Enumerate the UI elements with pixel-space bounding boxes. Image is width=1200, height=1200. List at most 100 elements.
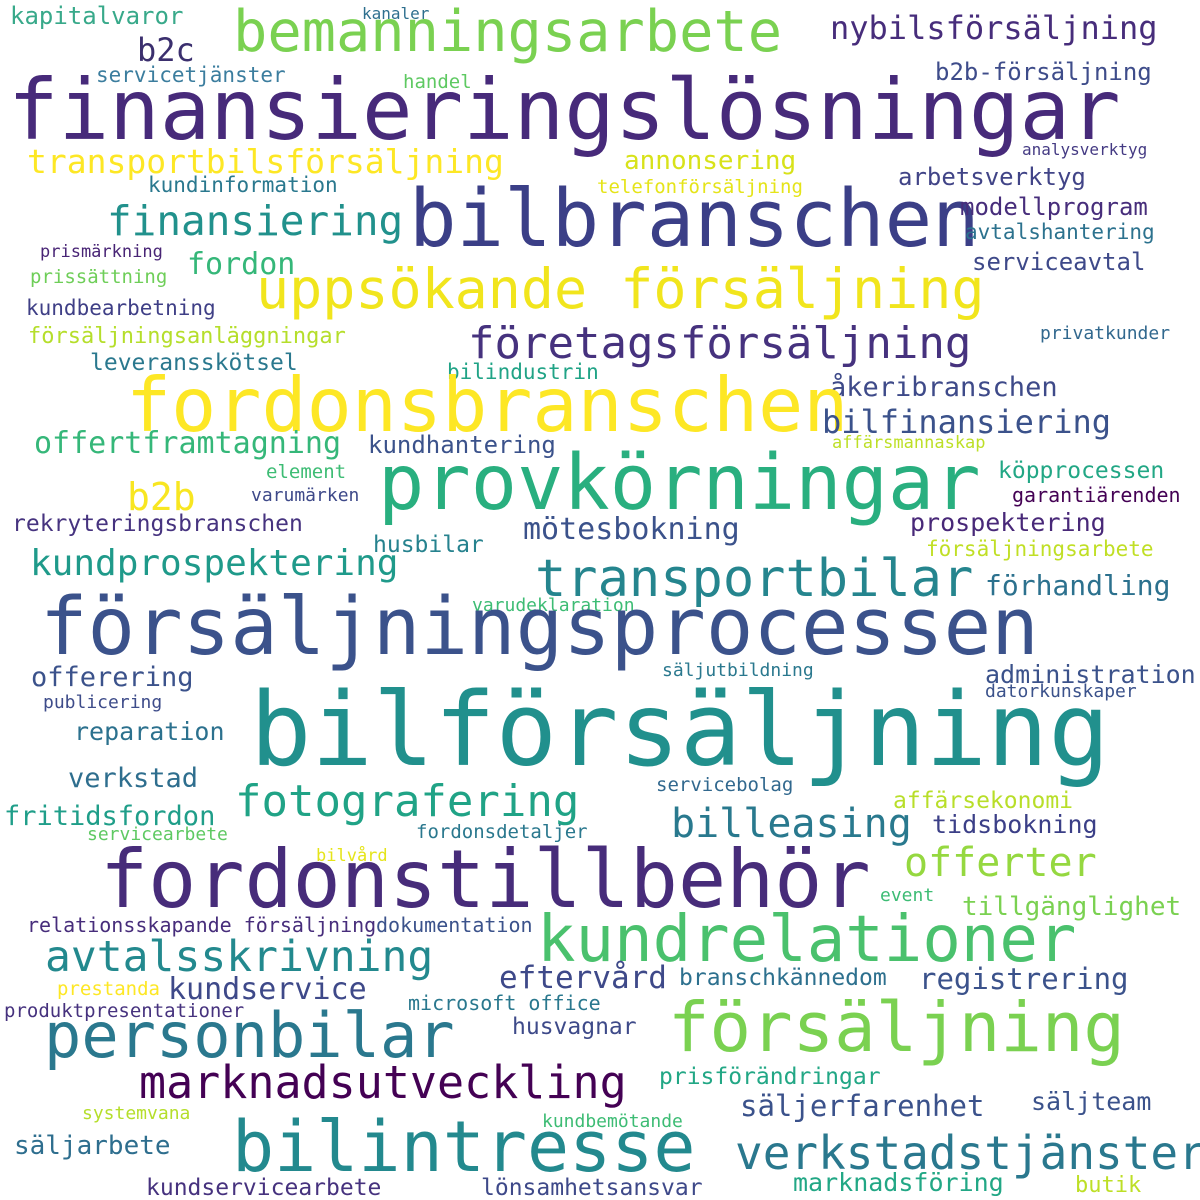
- word-offerering: offerering: [31, 662, 194, 693]
- word-forsaljningsanlaggningar: försäljningsanläggningar: [28, 324, 346, 349]
- word-publicering: publicering: [43, 692, 163, 713]
- word-butik: butik: [1075, 1173, 1142, 1198]
- word-servicearbete: servicearbete: [87, 824, 228, 845]
- word-fotografering: fotografering: [235, 776, 580, 827]
- word-fordonsbranschen: fordonsbranschen: [126, 361, 849, 449]
- word-forhandling: förhandling: [985, 569, 1171, 602]
- word-lonsamhetsansvar: lönsamhetsansvar: [481, 1175, 703, 1200]
- word-event: event: [880, 885, 935, 906]
- word-element: element: [266, 461, 347, 483]
- word-kundbearbetning: kundbearbetning: [26, 296, 216, 320]
- word-provkorningar: provkörningar: [378, 439, 981, 528]
- word-varumarken: varumärken: [251, 485, 360, 506]
- word-datorkunskaper: datorkunskaper: [985, 681, 1137, 702]
- word-kundservice: kundservice: [168, 972, 367, 1007]
- word-nybilsforsaljning: nybilsförsäljning: [830, 9, 1158, 47]
- word-finansiering: finansiering: [107, 197, 404, 245]
- word-forsaljningsprocessen: försäljningsprocessen: [40, 581, 1039, 673]
- word-husbilar: husbilar: [373, 532, 484, 558]
- word-varudeklaration: varudeklaration: [472, 595, 635, 616]
- word-fordon: fordon: [187, 247, 296, 282]
- word-affarsekonomi: affärsekonomi: [893, 788, 1074, 814]
- word-administration: administration: [985, 660, 1196, 689]
- word-branschkannedom: branschkännedom: [679, 965, 887, 991]
- word-b2b: b2b: [127, 475, 196, 519]
- word-verkstad: verkstad: [68, 763, 199, 794]
- word-prismarkning: prismärkning: [40, 242, 163, 262]
- word-relationsskapande-forsaljning: relationsskapande försäljning: [27, 913, 377, 937]
- word-prissattning: prissättning: [30, 266, 168, 288]
- word-kundprospektering: kundprospektering: [30, 543, 399, 584]
- word-saljarbete: säljarbete: [14, 1131, 171, 1161]
- word-saljutbildning: säljutbildning: [662, 660, 814, 681]
- word-offertframtagning: offertframtagning: [34, 426, 342, 461]
- word-transportbilsforsaljning: transportbilsförsäljning: [27, 142, 504, 181]
- word-husvagnar: husvagnar: [512, 1014, 637, 1040]
- word-leveransskotsel: leveransskötsel: [90, 350, 298, 376]
- word-bilforsaljning: bilförsäljning: [250, 671, 1110, 790]
- word-annonsering: annonsering: [624, 146, 797, 176]
- word-microsoft-office: microsoft office: [408, 991, 601, 1015]
- word-kundhantering: kundhantering: [368, 431, 556, 459]
- word-marknadsutveckling: marknadsutveckling: [139, 1056, 627, 1109]
- word-systemvana: systemvana: [82, 1103, 191, 1124]
- word-privatkunder: privatkunder: [1040, 323, 1171, 344]
- word-bemanningsarbete: bemanningsarbete: [233, 0, 783, 65]
- word-affarsmannaskap: affärsmannaskap: [832, 433, 986, 453]
- word-kundinformation: kundinformation: [148, 173, 338, 197]
- word-saljteam: säljteam: [1031, 1087, 1152, 1116]
- word-fordonsdetaljer: fordonsdetaljer: [416, 821, 588, 843]
- word-prospektering: prospektering: [910, 508, 1106, 537]
- word-avtalsskrivning: avtalsskrivning: [45, 932, 434, 982]
- word-handel: handel: [403, 71, 472, 93]
- word-tillganglighet: tillgänglighet: [962, 892, 1182, 922]
- word-b2c: b2c: [137, 31, 195, 69]
- word-kundservicearbete: kundservicearbete: [146, 1175, 382, 1200]
- word-analysverktyg: analysverktyg: [1022, 140, 1148, 159]
- word-bilintresse: bilintresse: [232, 1106, 696, 1188]
- word-b2b-forsaljning: b2b-försäljning: [935, 58, 1152, 86]
- word-bilindustrin: bilindustrin: [447, 360, 599, 384]
- word-fritidsfordon: fritidsfordon: [4, 801, 216, 832]
- word-motesbokning: mötesbokning: [523, 512, 740, 547]
- word-avtalshantering: avtalshantering: [965, 220, 1155, 244]
- word-marknadsforing: marknadsföring: [793, 1168, 1004, 1197]
- word-servicetjanster: servicetjänster: [96, 63, 286, 87]
- word-forsaljningsarbete: försäljningsarbete: [926, 537, 1154, 561]
- word-produktpresentationer: produktpresentationer: [4, 1000, 245, 1022]
- word-uppsokande-forsaljning: uppsökande försäljning: [256, 257, 985, 321]
- word-akeribranschen: åkeribranschen: [830, 372, 1058, 403]
- word-verkstadstjanster: verkstadstjänster: [735, 1126, 1200, 1180]
- word-kundrelationer: kundrelationer: [537, 903, 1077, 977]
- word-serviceavtal: serviceavtal: [972, 248, 1146, 276]
- word-prisforandringar: prisförändringar: [659, 1064, 881, 1090]
- word-foretagsforsaljning: företagsförsäljning: [468, 318, 972, 369]
- word-saljerfarenhet: säljerfarenhet: [740, 1089, 985, 1123]
- word-eftervard: eftervård: [499, 960, 667, 996]
- word-kapitalvaror: kapitalvaror: [10, 2, 184, 30]
- word-finansieringslosningar: finansieringslösningar: [8, 61, 1121, 159]
- word-kanaler: kanaler: [362, 4, 430, 23]
- word-rekryteringsbranschen: rekryteringsbranschen: [12, 511, 303, 537]
- word-kopprocessen: köpprocessen: [998, 458, 1165, 484]
- word-transportbilar: transportbilar: [535, 549, 974, 609]
- word-kundbemotande: kundbemötande: [542, 1111, 683, 1132]
- word-garantiarenden: garantiärenden: [1012, 483, 1181, 507]
- word-servicebolag: servicebolag: [656, 774, 794, 796]
- word-prestanda: prestanda: [57, 978, 160, 1000]
- word-modellprogram: modellprogram: [960, 193, 1148, 221]
- word-registrering: registrering: [919, 962, 1129, 996]
- word-dokumentation: dokumentation: [376, 913, 533, 937]
- word-bilfinansiering: bilfinansiering: [822, 403, 1111, 441]
- word-tidsbokning: tidsbokning: [932, 810, 1098, 839]
- word-bilbranschen: bilbranschen: [409, 173, 980, 265]
- word-forsaljning: försäljning: [668, 988, 1125, 1068]
- word-offerter: offerter: [904, 840, 1097, 886]
- word-personbilar: personbilar: [44, 999, 455, 1072]
- word-billeasing: billeasing: [671, 801, 912, 847]
- word-fordonstillbehor: fordonstillbehör: [100, 833, 871, 926]
- word-telefonforsaljning: telefonförsäljning: [597, 176, 803, 198]
- word-reparation: reparation: [74, 717, 225, 746]
- word-arbetsverktyg: arbetsverktyg: [898, 163, 1086, 191]
